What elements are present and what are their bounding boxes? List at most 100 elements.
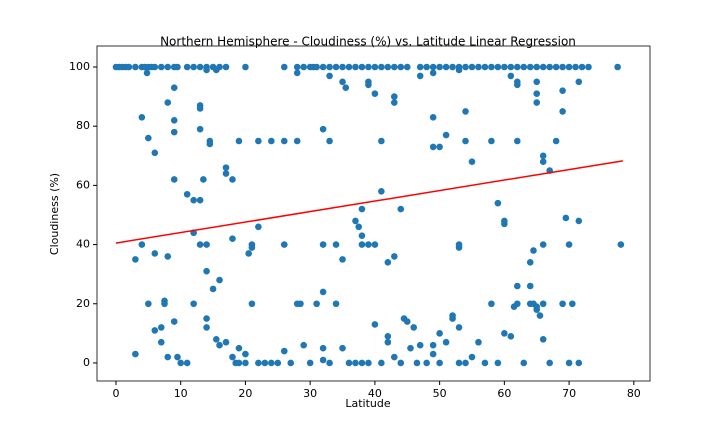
point [132, 256, 139, 263]
point [455, 359, 463, 367]
point [397, 63, 405, 71]
point [365, 241, 372, 248]
point [183, 359, 191, 367]
point [352, 217, 359, 225]
x-axis-label: Latitude [345, 397, 391, 410]
x-tick-label: 70 [562, 387, 576, 400]
point [313, 63, 320, 71]
point [280, 137, 288, 145]
point [355, 223, 363, 231]
point [352, 359, 359, 367]
point [274, 359, 282, 367]
point [429, 114, 437, 121]
point [345, 63, 353, 71]
point [403, 63, 411, 71]
point [530, 247, 537, 254]
point [436, 63, 443, 71]
point [481, 359, 489, 367]
point [326, 137, 333, 145]
point [358, 241, 366, 248]
point [358, 205, 366, 213]
point [190, 63, 197, 71]
point [514, 137, 521, 145]
point [339, 78, 346, 86]
point [533, 63, 541, 71]
x-tick-label: 10 [174, 387, 188, 400]
point [196, 63, 204, 71]
point [300, 63, 307, 71]
point [533, 90, 541, 97]
point [319, 356, 327, 364]
point [280, 63, 288, 71]
point [384, 338, 392, 346]
point [203, 324, 210, 331]
point [455, 66, 463, 74]
point [203, 241, 210, 248]
y-tick-label: 40 [76, 238, 90, 251]
point [384, 63, 392, 71]
point [293, 137, 301, 145]
x-tick-label: 60 [497, 387, 511, 400]
point [132, 63, 139, 71]
point [436, 359, 443, 367]
point [559, 300, 566, 308]
point [164, 63, 172, 71]
point [342, 84, 350, 92]
point [416, 341, 424, 349]
point [196, 105, 204, 112]
point [378, 137, 385, 145]
point [222, 170, 230, 177]
point [475, 63, 482, 71]
point [206, 140, 214, 148]
point [378, 359, 385, 367]
point [170, 318, 178, 325]
point [403, 318, 411, 325]
y-tick-label: 80 [76, 119, 90, 132]
point [488, 137, 495, 145]
point [339, 344, 346, 352]
y-tick-label: 20 [76, 297, 90, 310]
point [455, 241, 463, 248]
point [565, 241, 573, 248]
point [378, 63, 385, 71]
point [371, 321, 379, 328]
point [255, 223, 262, 231]
point [514, 63, 521, 71]
point [157, 63, 165, 71]
point [151, 149, 159, 157]
point [575, 359, 583, 367]
point [358, 63, 366, 71]
point [536, 312, 544, 319]
point [170, 84, 178, 92]
point [222, 164, 230, 171]
point [151, 250, 159, 257]
point [436, 143, 443, 151]
point [488, 300, 495, 308]
point [212, 66, 220, 74]
point [132, 350, 139, 358]
point [552, 137, 560, 145]
y-axis-label: Cloudiness (%) [48, 173, 61, 255]
point [468, 158, 476, 166]
point [429, 341, 437, 349]
point [326, 72, 333, 80]
point [407, 344, 414, 352]
point [429, 63, 437, 71]
point [391, 253, 398, 260]
point [222, 338, 230, 346]
point [157, 324, 165, 331]
point [268, 359, 275, 367]
point [365, 81, 372, 89]
point [255, 137, 262, 145]
point [462, 63, 469, 71]
point [514, 300, 521, 308]
point [319, 288, 327, 296]
point [326, 359, 333, 367]
point [507, 63, 515, 71]
x-tick-label: 20 [238, 387, 252, 400]
x-tick-label: 0 [112, 387, 119, 400]
point [462, 359, 469, 367]
point [200, 176, 207, 183]
point [293, 63, 301, 71]
point [481, 63, 489, 71]
